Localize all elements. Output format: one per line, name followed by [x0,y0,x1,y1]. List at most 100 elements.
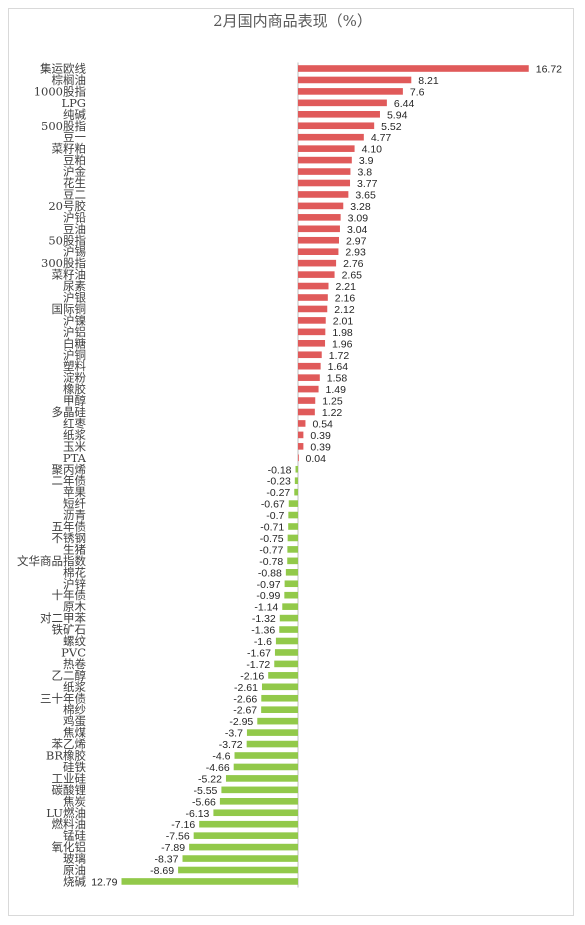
bar [287,546,298,553]
category-label: 氧化铝 [52,840,87,854]
bar [274,660,298,668]
value-label: -0.75 [260,533,284,545]
value-label: -4.6 [212,751,230,763]
bar [298,122,375,130]
value-label: -7.56 [166,831,190,843]
value-label: 0.54 [312,418,333,430]
value-label: -2.95 [229,716,253,728]
category-label: 沪铝 [63,325,86,339]
category-label: 多晶硅 [52,405,87,419]
category-label: 沪银 [63,291,86,305]
bar [298,305,328,313]
category-label: 铁矿石 [52,623,87,637]
bar [298,259,337,267]
bar [287,534,298,542]
bar [261,683,298,691]
bar [233,763,298,771]
category-label: LU燃油 [46,806,86,820]
value-label: 5.52 [381,121,402,133]
bar [182,855,298,862]
value-label: 1.72 [329,350,350,362]
category-label: 苹果 [63,485,86,499]
category-label: 热卷 [63,657,86,671]
bar [298,282,329,290]
value-label: -0.78 [259,556,283,568]
bar [298,351,322,359]
bar [298,168,351,175]
bar [298,248,339,255]
category-label: 国际铜 [52,302,87,316]
value-label: -5.66 [192,796,216,808]
category-label: 文华商品指数 [17,554,86,568]
value-label: -0.88 [258,567,282,579]
bar [246,740,298,748]
value-label: 1.25 [322,396,343,408]
bar [298,385,319,393]
value-label: 2.93 [345,247,366,259]
category-label: 甲醇 [63,394,86,408]
value-label: -0.77 [259,544,283,556]
value-label: -2.67 [233,705,257,717]
bar [288,500,298,507]
bar [285,569,298,576]
bar [298,191,349,198]
bar [193,832,298,839]
bar [298,214,341,221]
bar [268,672,298,679]
value-label: 16.72 [536,64,562,76]
category-label: 焦炭 [63,794,86,808]
category-label: 50股指 [48,233,86,247]
category-label: 1000股指 [34,84,86,98]
bar [298,145,355,152]
value-label: -0.67 [261,499,285,511]
category-label: 乙二醇 [52,668,87,682]
category-label: 集运欧线 [40,62,86,76]
value-label: -0.97 [257,579,281,591]
bar [287,557,298,565]
value-label: -0.18 [268,464,292,476]
bar [298,76,412,84]
category-label: 300股指 [41,256,86,270]
bar [284,580,298,588]
value-label: -1.6 [254,636,272,648]
value-label: 0.39 [310,441,331,453]
bar [298,362,321,370]
category-label: 十年债 [52,588,87,602]
bar [298,443,304,450]
bar [189,843,298,851]
bar [294,477,298,484]
value-label: 12.79 [91,876,117,888]
category-label: 豆粕 [63,153,86,167]
value-label: -2.61 [234,682,258,694]
value-label: 1.98 [332,327,353,339]
value-label: -3.7 [225,728,243,740]
category-label: 碳酸锂 [52,783,87,797]
category-label: 硅铁 [63,760,86,774]
category-label: BR橡胶 [46,749,87,763]
bar [298,374,320,381]
bar [221,786,298,794]
category-label: 棉花 [63,565,86,579]
bar [288,523,298,530]
bar [298,202,344,210]
bar [261,706,298,713]
value-label: -1.36 [251,625,275,637]
category-label: 短纤 [63,497,86,511]
value-label: 2.65 [342,270,363,282]
value-label: 2.21 [335,281,356,293]
bar [298,271,335,278]
value-label: 2.97 [346,235,367,247]
value-label: -0.27 [266,487,290,499]
value-label: -2.66 [233,693,257,705]
category-label: 纸浆 [63,428,86,442]
value-label: 7.6 [410,86,425,98]
category-label: 玻璃 [63,852,86,866]
category-label: 棕榈油 [52,73,87,87]
category-label: 菜籽油 [52,268,87,282]
bar [298,236,339,244]
category-label: 原木 [63,600,86,614]
value-label: -7.16 [171,819,195,831]
bar [298,317,326,324]
value-label: -5.55 [193,785,217,797]
category-label: 玉米 [63,439,86,453]
